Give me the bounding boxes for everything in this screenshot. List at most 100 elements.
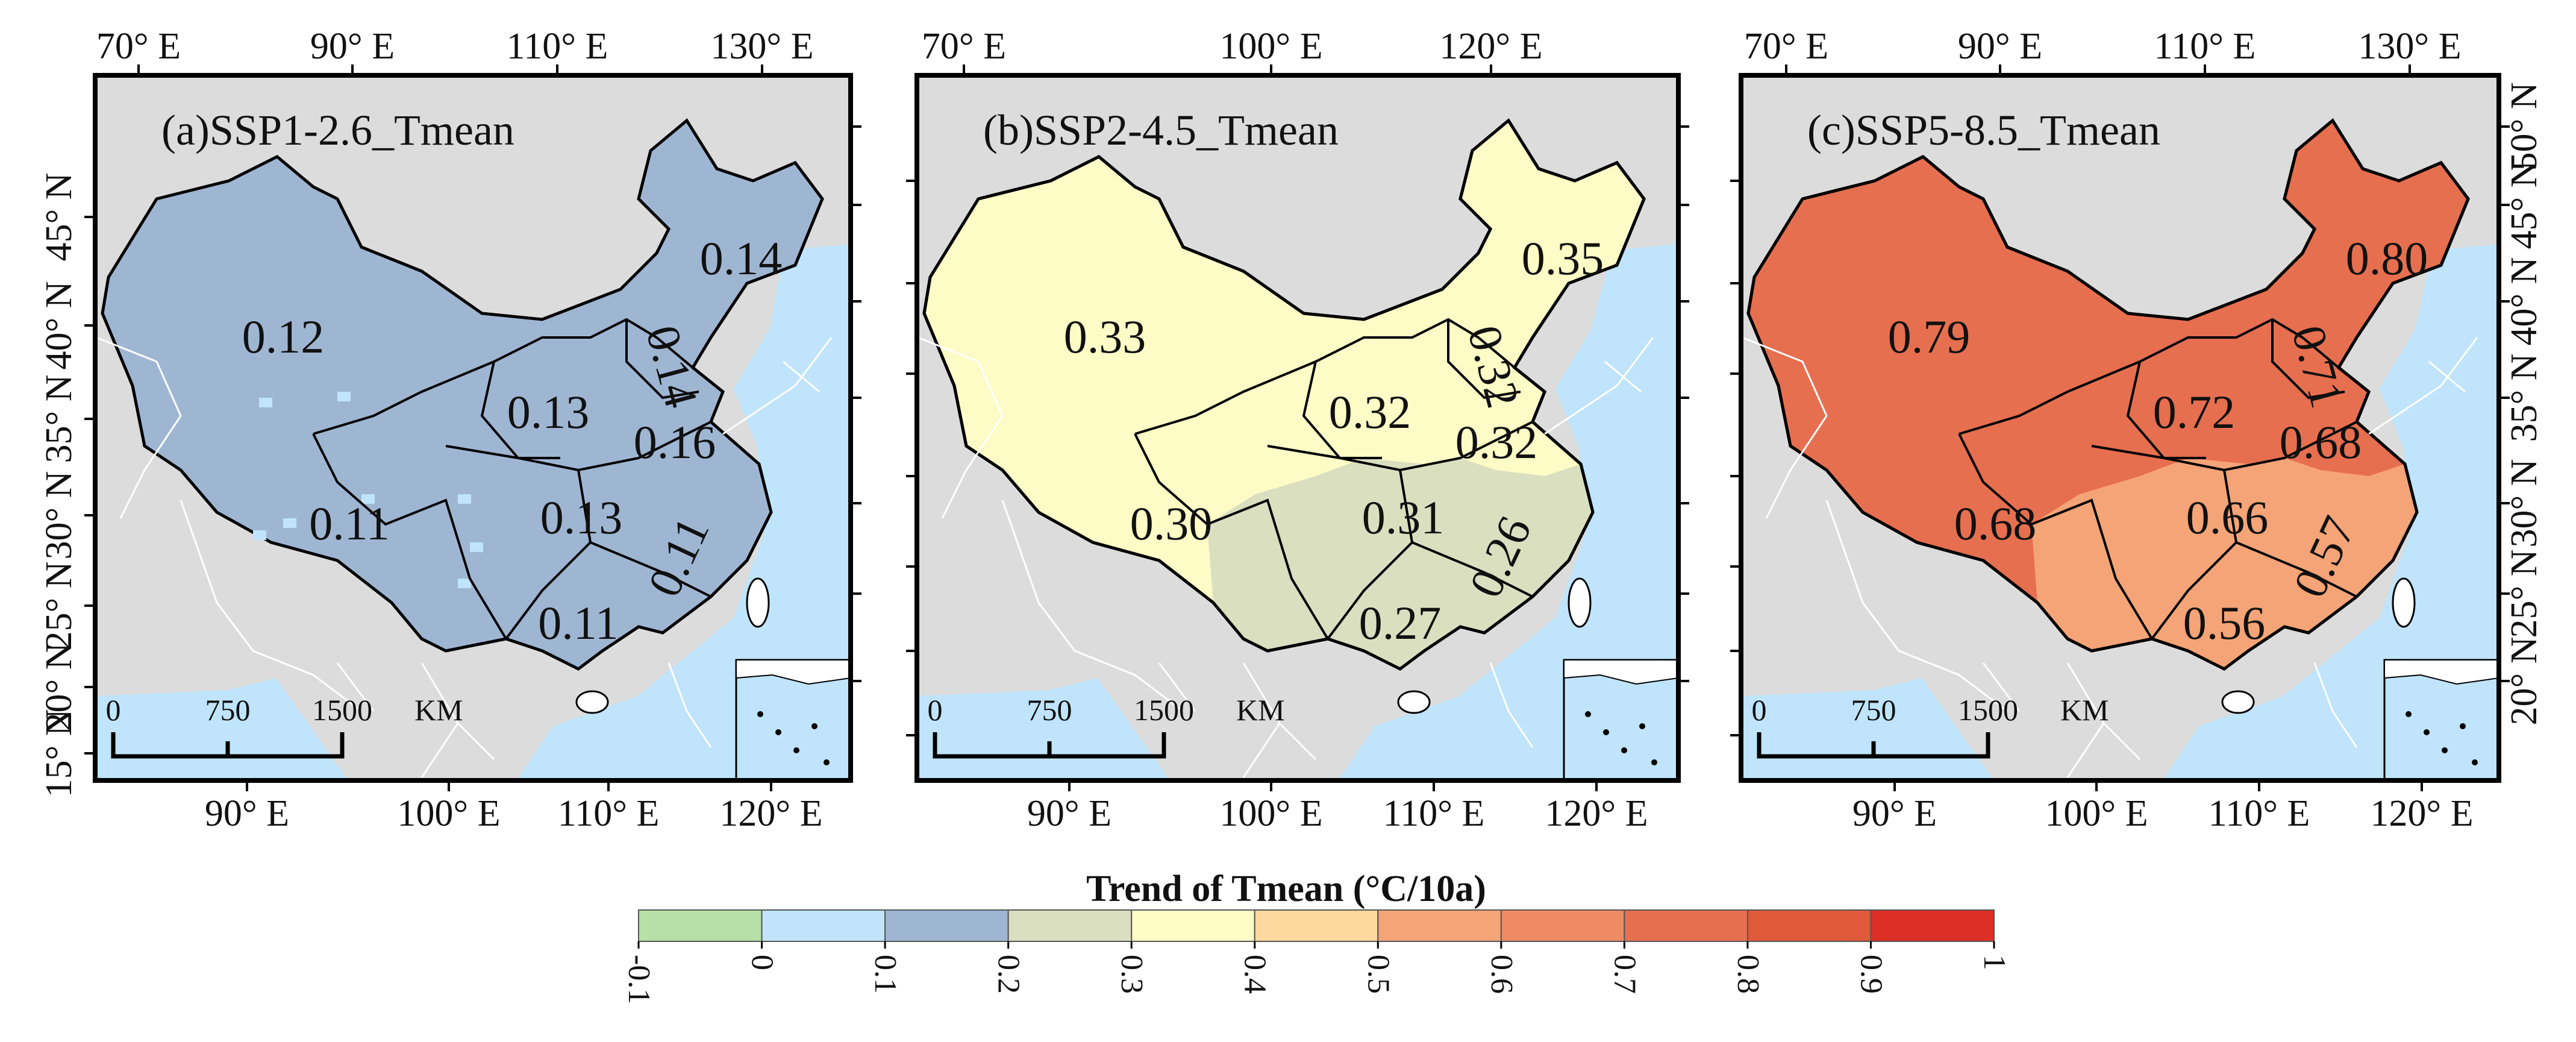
island-hainan [1397, 690, 1431, 714]
region-trend-label: 0.11 [309, 497, 390, 550]
right-latitude-tick: 25° N [2504, 549, 2545, 638]
left-latitude-tick: 35° N [39, 374, 80, 463]
scale-bar-label: 1500 [312, 693, 372, 727]
legend-title: Trend of Tmean (°C/10a) [1086, 868, 1486, 909]
left-latitude-tick: 30° N [39, 471, 80, 559]
top-longitude-tick: 90° E [310, 26, 395, 67]
panel-title: (a)SSP1-2.6_Tmean [161, 106, 514, 154]
legend-tick-label: 0.3 [1114, 955, 1149, 994]
map-frame [1739, 73, 2501, 783]
region-trend-label: 0.16 [634, 416, 716, 468]
ocean [517, 244, 851, 780]
left-latitude-tick: 25° N [39, 561, 80, 650]
legend-bin [1500, 909, 1625, 942]
low-trend-cell [283, 518, 296, 528]
low-trend-cell [361, 494, 375, 504]
south-china-sea-inset [1563, 659, 1678, 780]
legend-tick-label: -0.1 [622, 955, 656, 1004]
bottom-longitude-tick: 110° E [1383, 793, 1485, 834]
legend-tick-label: 0 [745, 955, 780, 970]
region-trend-label: 0.31 [1362, 491, 1445, 544]
legend-bin [1254, 909, 1379, 942]
legend: Trend of Tmean (°C/10a) -0.1 0 0.1 0.2 0.3 0.… [622, 868, 2012, 1004]
map-panel-3: 0 750 1500 KM(c)SSP5-8.5_Tmean0.790.800.710… [1730, 26, 2545, 834]
panel-title: (c)SSP5-8.5_Tmean [1807, 106, 2160, 154]
bottom-longitude-tick: 120° E [1545, 793, 1648, 834]
bottom-longitude-tick: 100° E [1219, 793, 1322, 834]
scale-bar: 0 750 1500 KM [928, 693, 1285, 759]
legend-tick-label: 0.9 [1854, 955, 1888, 994]
right-latitude-tick: 35° N [2504, 353, 2545, 442]
region-trend-label: 0.30 [1130, 497, 1213, 550]
right-latitude-tick: 45° N [2504, 160, 2545, 249]
legend-tick-label: 0.8 [1731, 955, 1765, 994]
left-latitude-tick: 20° N [39, 642, 80, 731]
legend-bin [1007, 909, 1133, 942]
top-longitude-tick: 70° E [922, 26, 1006, 67]
legend-bin [638, 909, 763, 942]
legend-ticks: -0.1 0 0.1 0.2 0.3 0.4 0.5 0.6 0.7 0.8 0.9 1 [622, 941, 2012, 1004]
map-panel-2: 0 750 1500 KM(b)SSP2-4.5_Tmean0.330.350.320… [906, 26, 1689, 834]
island-taiwan [2392, 577, 2416, 628]
south-china-sea-inset [2383, 659, 2499, 780]
top-longitude-tick: 100° E [1219, 26, 1322, 67]
right-latitude-tick: 30° N [2504, 459, 2545, 547]
region-trend-label: 0.66 [2186, 491, 2269, 544]
scale-bar-label: 0 [106, 693, 121, 727]
region-trend-label: 0.68 [2280, 416, 2362, 468]
bottom-longitude-tick: 90° E [1852, 793, 1937, 834]
region-trend-label: 0.27 [1359, 597, 1442, 649]
scale-bar-label: KM [1236, 693, 1285, 727]
map-area [917, 75, 1678, 780]
bottom-longitude-tick: 120° E [2370, 793, 2473, 834]
legend-tick-label: 0.2 [992, 955, 1026, 994]
map-frame [914, 73, 1681, 783]
legend-bin [884, 909, 1009, 942]
legend-bin [1746, 909, 1872, 942]
legend-tick-label: 0.7 [1607, 955, 1642, 994]
island-taiwan [746, 577, 770, 628]
scale-bar-label: 750 [1851, 693, 1896, 727]
map-panel-1: 0 750 1500 KM(a)SSP1-2.6_Tmean0.120.140.140… [39, 26, 861, 834]
bottom-longitude-tick: 120° E [719, 793, 822, 834]
legend-bin [1624, 909, 1748, 942]
low-trend-cell [259, 398, 272, 407]
top-longitude-tick: 130° E [710, 26, 813, 67]
region-trend-label: 0.32 [1455, 416, 1538, 468]
low-trend-cell [337, 392, 351, 401]
scale-bar-label: 0 [1752, 693, 1767, 727]
scale-bar-label: KM [2060, 693, 2109, 727]
legend-tick-label: 1 [1977, 955, 2012, 970]
china-region [95, 121, 833, 779]
bottom-longitude-tick: 90° E [1027, 793, 1111, 834]
island-hainan [575, 690, 609, 714]
island-hainan [2221, 690, 2255, 714]
low-trend-cell [458, 494, 471, 504]
scale-bar-label: 0 [928, 693, 943, 727]
map-panels: 0 750 1500 KM(a)SSP1-2.6_Tmean0.120.140.140… [39, 26, 2545, 834]
region-trend-label: 0.14 [700, 232, 783, 284]
map-area [1741, 75, 2499, 780]
region-trend-label: 0.35 [1522, 232, 1604, 284]
legend-bin [1377, 909, 1502, 942]
scale-bar: 0 750 1500 KM [1752, 693, 2109, 759]
top-longitude-tick: 70° E [96, 26, 181, 67]
region-trend-label: 0.32 [1329, 386, 1411, 438]
region-trend-label: 0.11 [538, 597, 619, 649]
legend-tick-label: 0.1 [868, 955, 902, 994]
region-trend-label: 0.79 [1888, 310, 1971, 363]
top-longitude-tick: 70° E [1744, 26, 1828, 67]
panel-title: (b)SSP2-4.5_Tmean [983, 106, 1339, 154]
region-trend-label: 0.68 [1954, 497, 2037, 550]
bottom-longitude-tick: 100° E [397, 793, 500, 834]
legend-bin [1131, 909, 1255, 942]
scale-bar-label: 1500 [1958, 693, 2018, 727]
scale-bar: 0 750 1500 KM [106, 693, 463, 759]
legend-tick-label: 0.4 [1238, 955, 1272, 994]
bottom-longitude-tick: 110° E [2209, 793, 2310, 834]
ocean [1339, 244, 1678, 780]
right-latitude-tick: 20° N [2504, 636, 2545, 725]
region-trend-label: 0.13 [507, 386, 590, 438]
right-latitude-tick: 40° N [2504, 257, 2545, 345]
scale-bar-label: KM [414, 693, 463, 727]
